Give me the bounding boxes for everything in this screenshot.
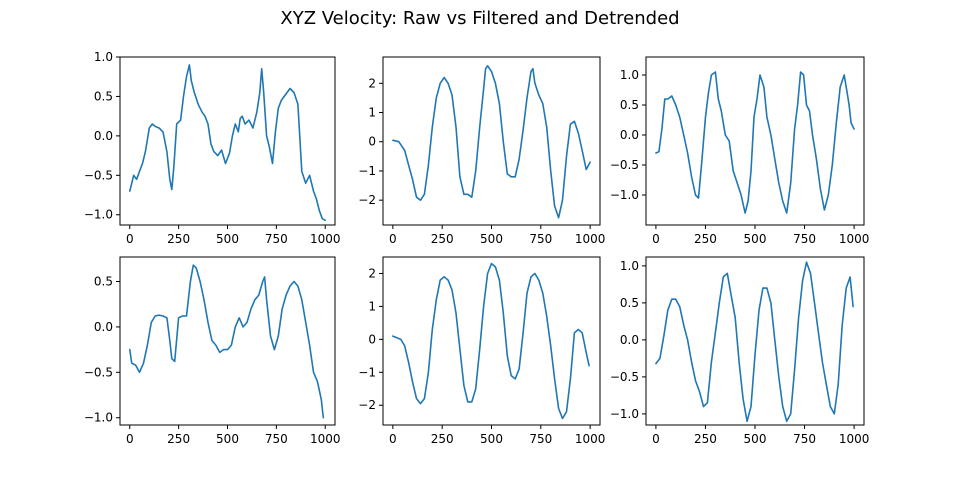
y-tick-label: −0.5 [84,365,113,379]
y-tick-label: −1 [358,164,376,178]
x-tick-label: 0 [389,432,397,446]
x-tick-label: 500 [480,232,503,246]
y-tick-label: −2 [358,398,376,412]
x-tick-label: 1000 [839,432,870,446]
y-tick-label: −0.5 [610,370,639,384]
y-tick-label: 1 [368,106,376,120]
plot-area [382,256,601,426]
series-line-1 [392,262,590,420]
y-tick-label: −1 [358,365,376,379]
x-tick-label: 1000 [310,232,341,246]
y-tick-label: 2 [368,76,376,90]
subplot-3: 0 250 500 750 1000 −1.0 −0.5 0.0 0.5 1.0 [610,56,870,246]
y-tick-label: 0 [368,135,376,149]
y-tick-label: 1.0 [94,50,113,64]
x-tick-label: 0 [126,232,134,246]
x-tick-label: 250 [694,232,717,246]
y-tick-label: 2 [368,266,376,280]
series-line-1 [655,71,855,214]
y-tick-label: −1.0 [610,188,639,202]
x-tick-label: 500 [216,232,239,246]
subplot-2: 0 250 500 750 1000 −2 −1 0 1 2 [358,56,606,246]
plot-area [382,56,601,226]
y-tick-label: 0.5 [94,89,113,103]
y-tick-label: −1.0 [84,208,113,222]
x-tick-label: 750 [265,232,288,246]
x-tick-label: 250 [167,432,190,446]
series-line-1 [392,65,591,219]
plot-area [645,256,865,426]
x-tick-label: 0 [652,232,660,246]
series-line-1 [655,261,854,423]
x-tick-label: 1000 [310,432,341,446]
x-tick-label: 250 [431,432,454,446]
y-tick-label: 1.0 [620,68,639,82]
x-tick-label: 750 [793,232,816,246]
y-tick-label: −1.0 [84,411,113,425]
x-tick-label: 1000 [575,232,606,246]
y-tick-label: 0.0 [620,333,639,347]
y-tick-label: −0.5 [84,168,113,182]
x-tick-label: 750 [529,232,552,246]
x-tick-label: 500 [480,432,503,446]
x-tick-label: 500 [744,432,767,446]
y-tick-label: 0.5 [620,296,639,310]
x-tick-label: 0 [652,432,660,446]
y-tick-label: −1.0 [610,407,639,421]
series-line-1 [129,264,325,419]
x-tick-label: 750 [793,432,816,446]
figure-title: XYZ Velocity: Raw vs Filtered and Detren… [280,8,679,29]
subplot-5: 0 250 500 750 1000 −2 −1 0 1 2 [358,256,606,446]
x-tick-label: 0 [389,232,397,246]
subplot-6: 0 250 500 750 1000 −1.0 −0.5 0.0 0.5 1.0 [610,256,870,446]
x-tick-label: 0 [126,432,134,446]
plot-area [119,56,336,226]
y-tick-label: 0.0 [94,320,113,334]
x-tick-label: 250 [694,432,717,446]
y-tick-label: 0 [368,332,376,346]
y-tick-label: 0.0 [94,129,113,143]
x-tick-label: 750 [265,432,288,446]
subplot-4: 0 250 500 750 1000 −1.0 −0.5 0.0 0.5 [84,256,341,446]
plot-area [119,256,336,426]
y-tick-label: 1 [368,299,376,313]
subplot-1: 0 250 500 750 1000 −1.0 −0.5 0.0 0.5 1.0 [84,50,341,246]
x-tick-label: 500 [744,232,767,246]
y-tick-label: −0.5 [610,158,639,172]
x-tick-label: 1000 [575,432,606,446]
x-tick-label: 250 [431,232,454,246]
y-tick-label: 1.0 [620,259,639,273]
y-tick-label: −2 [358,193,376,207]
y-tick-label: 0.5 [620,98,639,112]
x-tick-label: 1000 [839,232,870,246]
y-tick-label: 0.0 [620,128,639,142]
x-tick-label: 500 [216,432,239,446]
plot-area [645,56,865,226]
x-tick-label: 250 [167,232,190,246]
y-tick-label: 0.5 [94,275,113,289]
x-tick-label: 750 [529,432,552,446]
series-line-1 [129,64,326,222]
subplots: 0 250 500 750 1000−1.0−0.50.00.51.00 250 500 75… [84,50,870,446]
